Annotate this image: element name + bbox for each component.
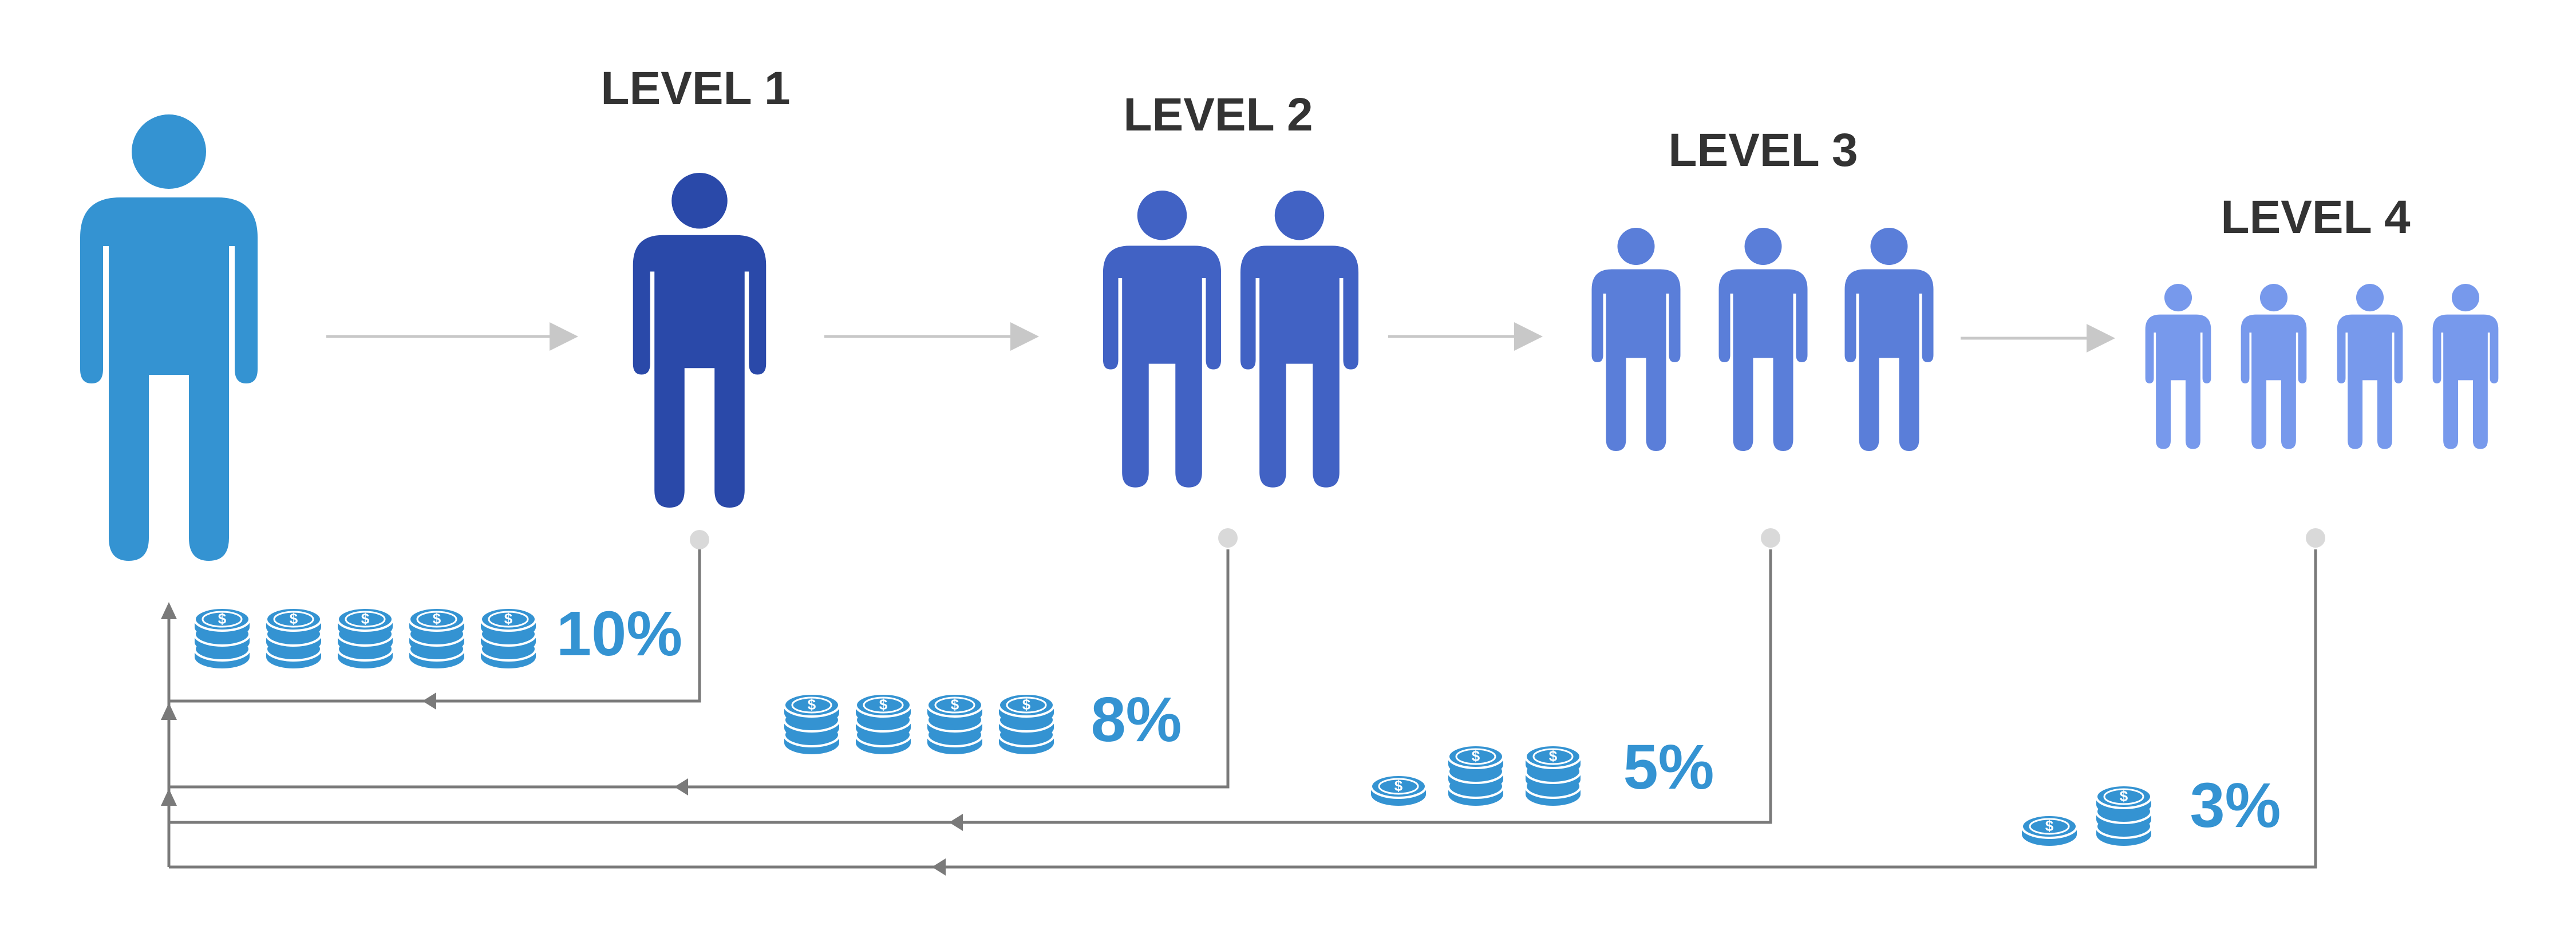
level-4-person-icon-4 [2432,284,2499,449]
level-2-title: LEVEL 2 [1123,89,1313,141]
level-4-person-icon-2 [2241,284,2307,449]
level-4-percent: 3% [2190,770,2281,841]
svg-text:$: $ [2045,817,2054,834]
level-3-coin-stack-icon-1: $ [1370,774,1427,806]
collector-arrowhead-3 [161,789,177,806]
svg-text:$: $ [504,610,513,627]
level-1-percent: 10% [556,599,682,669]
svg-text:$: $ [218,610,227,627]
level-3-person-icon-1 [1591,228,1681,451]
level-3-person-icon-3 [1844,228,1934,451]
level-3-percent: 5% [1623,732,1714,802]
svg-text:$: $ [1022,696,1031,713]
svg-text:$: $ [879,696,888,713]
level-3-person-icon-2 [1718,228,1808,451]
svg-text:$: $ [1472,747,1480,765]
level-1-coin-stack-icon-3: $ [337,607,394,668]
svg-text:$: $ [1549,747,1558,765]
return-line-level-1 [169,549,701,710]
level-1-person-icon-1 [633,173,767,508]
referrer-person-icon [80,114,258,561]
level-1-coin-stack-icon-1: $ [193,607,251,668]
return-line-level-2 [169,549,1230,795]
level-3-coin-stack-icon-3: $ [1524,744,1582,806]
level-2-dot [1218,528,1238,548]
level-2-person-icon-1 [1103,191,1222,488]
level-4-title: LEVEL 4 [2221,191,2411,243]
level-3-dot [1761,528,1780,548]
svg-text:$: $ [808,696,816,713]
level-4-coin-stack-icon-1: $ [2021,814,2078,846]
svg-text:$: $ [433,610,441,627]
level-2-coin-stack-icon-4: $ [998,692,1055,754]
coin-layer: $ $ $ $ $ $ $ $ $ $ $ $ $ $ [193,607,2152,846]
level-1-title: LEVEL 1 [600,62,790,114]
collector-arrowhead-1 [161,602,177,619]
level-1-coin-stack-icon-5: $ [480,607,537,668]
level-4-coin-stack-icon-2: $ [2095,784,2152,846]
level-2-percent: 8% [1091,684,1182,755]
svg-text:$: $ [1394,777,1403,794]
level-4-person-icon-3 [2337,284,2403,449]
people-layer [80,114,2499,561]
svg-text:$: $ [2120,787,2128,805]
level-2-coin-stack-icon-3: $ [926,692,983,754]
level-4-person-icon-1 [2145,284,2211,449]
level-1-coin-stack-icon-4: $ [408,607,465,668]
level-2-person-icon-2 [1240,191,1359,488]
level-3-title: LEVEL 3 [1668,124,1858,176]
svg-text:$: $ [951,696,959,713]
level-2-coin-stack-icon-1: $ [783,692,840,754]
collector-arrowhead-2 [161,703,177,720]
return-line-level-4 [169,549,2317,876]
return-line-level-3 [169,549,1772,831]
svg-text:$: $ [361,610,370,627]
level-1-dot [690,530,709,549]
level-2-coin-stack-icon-2: $ [855,692,912,754]
level-1-coin-stack-icon-2: $ [265,607,322,668]
svg-text:$: $ [290,610,298,627]
level-4-dot [2306,528,2325,548]
level-3-coin-stack-icon-2: $ [1447,744,1504,806]
